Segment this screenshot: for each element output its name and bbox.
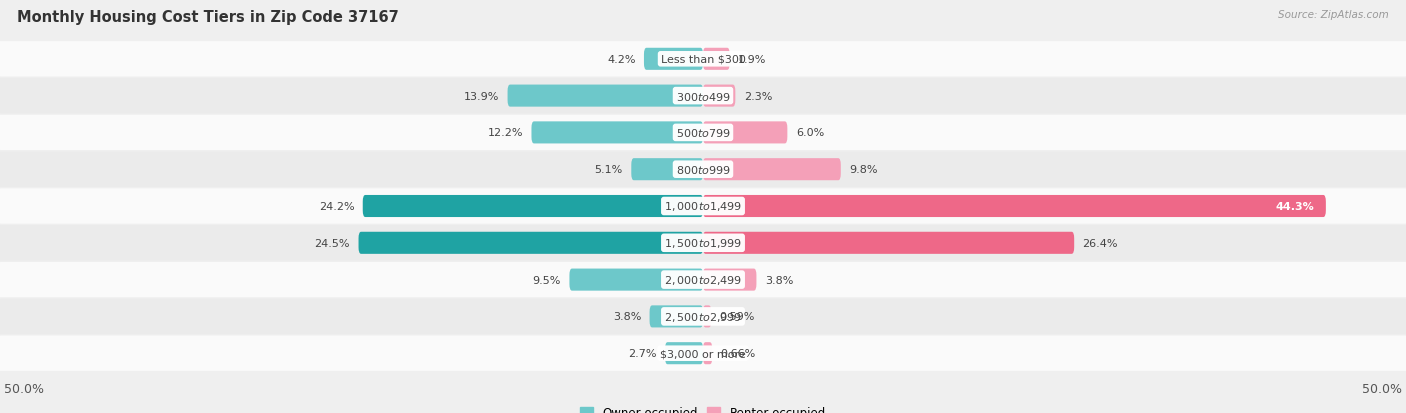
Text: 12.2%: 12.2% <box>488 128 523 138</box>
FancyBboxPatch shape <box>0 225 1406 261</box>
Text: 3.8%: 3.8% <box>613 312 641 322</box>
Text: 2.3%: 2.3% <box>744 91 772 101</box>
Text: 0.66%: 0.66% <box>721 348 756 358</box>
Text: $1,500 to $1,999: $1,500 to $1,999 <box>664 237 742 250</box>
FancyBboxPatch shape <box>631 159 703 181</box>
Text: Monthly Housing Cost Tiers in Zip Code 37167: Monthly Housing Cost Tiers in Zip Code 3… <box>17 10 399 25</box>
Text: 13.9%: 13.9% <box>464 91 499 101</box>
FancyBboxPatch shape <box>703 232 1074 254</box>
FancyBboxPatch shape <box>703 195 1326 218</box>
FancyBboxPatch shape <box>650 306 703 328</box>
Text: 24.5%: 24.5% <box>315 238 350 248</box>
Legend: Owner-occupied, Renter-occupied: Owner-occupied, Renter-occupied <box>579 406 827 413</box>
Text: $3,000 or more: $3,000 or more <box>661 348 745 358</box>
FancyBboxPatch shape <box>0 262 1406 297</box>
Text: $800 to $999: $800 to $999 <box>675 164 731 176</box>
Text: 5.1%: 5.1% <box>595 165 623 175</box>
Text: 2.7%: 2.7% <box>628 348 657 358</box>
FancyBboxPatch shape <box>703 85 735 107</box>
FancyBboxPatch shape <box>0 152 1406 188</box>
FancyBboxPatch shape <box>644 49 703 71</box>
Text: $2,500 to $2,999: $2,500 to $2,999 <box>664 310 742 323</box>
FancyBboxPatch shape <box>531 122 703 144</box>
Text: 9.8%: 9.8% <box>849 165 877 175</box>
Text: 50.0%: 50.0% <box>1362 382 1402 395</box>
Text: Less than $300: Less than $300 <box>661 55 745 65</box>
FancyBboxPatch shape <box>0 189 1406 224</box>
FancyBboxPatch shape <box>0 336 1406 371</box>
FancyBboxPatch shape <box>569 269 703 291</box>
Text: $2,000 to $2,499: $2,000 to $2,499 <box>664 273 742 286</box>
FancyBboxPatch shape <box>0 116 1406 151</box>
Text: 0.59%: 0.59% <box>720 312 755 322</box>
Text: 1.9%: 1.9% <box>738 55 766 65</box>
FancyBboxPatch shape <box>359 232 703 254</box>
Text: 26.4%: 26.4% <box>1083 238 1118 248</box>
FancyBboxPatch shape <box>703 269 756 291</box>
FancyBboxPatch shape <box>0 79 1406 114</box>
Text: 24.2%: 24.2% <box>319 202 354 211</box>
Text: $1,000 to $1,499: $1,000 to $1,499 <box>664 200 742 213</box>
Text: 44.3%: 44.3% <box>1275 202 1315 211</box>
FancyBboxPatch shape <box>508 85 703 107</box>
FancyBboxPatch shape <box>703 122 787 144</box>
FancyBboxPatch shape <box>0 42 1406 77</box>
Text: $300 to $499: $300 to $499 <box>675 90 731 102</box>
Text: 6.0%: 6.0% <box>796 128 824 138</box>
Text: 50.0%: 50.0% <box>4 382 44 395</box>
Text: 3.8%: 3.8% <box>765 275 793 285</box>
FancyBboxPatch shape <box>665 342 703 364</box>
Text: 4.2%: 4.2% <box>607 55 636 65</box>
FancyBboxPatch shape <box>703 49 730 71</box>
FancyBboxPatch shape <box>0 299 1406 334</box>
Text: 9.5%: 9.5% <box>533 275 561 285</box>
Text: $500 to $799: $500 to $799 <box>675 127 731 139</box>
FancyBboxPatch shape <box>363 195 703 218</box>
FancyBboxPatch shape <box>703 159 841 181</box>
FancyBboxPatch shape <box>703 306 711 328</box>
FancyBboxPatch shape <box>703 342 713 364</box>
Text: Source: ZipAtlas.com: Source: ZipAtlas.com <box>1278 10 1389 20</box>
